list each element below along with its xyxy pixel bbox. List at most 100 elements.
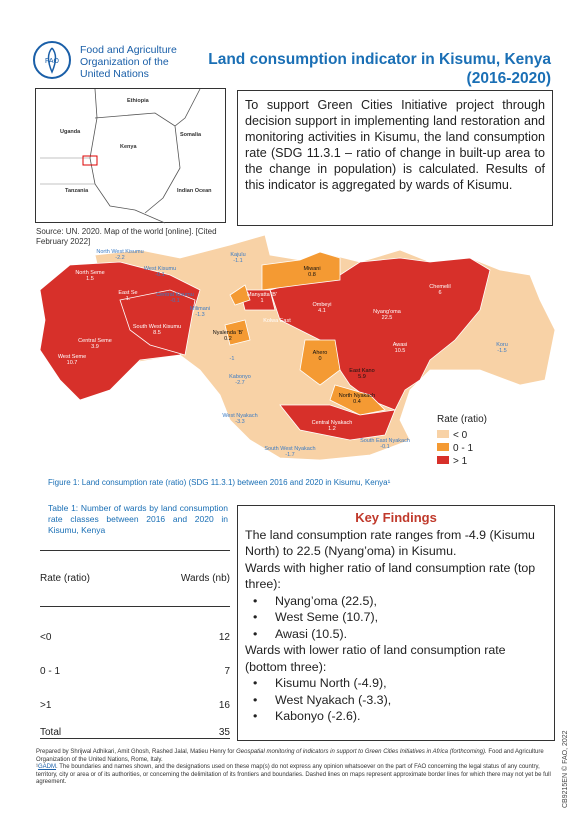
- logo-text: FAO: [45, 58, 60, 65]
- credits-text: Food and Agriculture Organization of the…: [36, 749, 544, 763]
- legend-swatch: [437, 443, 449, 451]
- credits-text: Prepared by Shrijwal Adhikari, Amit Ghos…: [36, 749, 235, 755]
- ward-value: -0.1: [155, 272, 164, 278]
- inset-map: Ethiopia Uganda Kenya Somalia Tanzania I…: [35, 88, 226, 224]
- title-line: (2016-2020): [466, 70, 551, 87]
- figure-caption: Figure 1: Land consumption rate (ratio) …: [48, 478, 391, 487]
- intro-text: To support Green Cities Initiative proje…: [237, 90, 553, 226]
- ward-name: Central Nyakach: [312, 420, 353, 426]
- title: Land consumption indicator in Kisumu, Ke…: [208, 50, 551, 88]
- ward-name: Nyalenda 'B': [213, 330, 244, 336]
- ward-value: 0.4: [353, 399, 361, 405]
- ward-value: -1: [230, 356, 235, 362]
- table-cell: Total: [40, 727, 62, 738]
- ward-value: 10.5: [395, 348, 406, 354]
- ward-value: -0.1: [170, 298, 179, 304]
- ward-value: 1: [260, 298, 263, 304]
- ward-value: 3.9: [91, 344, 99, 350]
- ward-name: Kajulu: [230, 252, 245, 258]
- ward-value: 1.5: [86, 276, 94, 282]
- footnote-link[interactable]: GADM: [38, 764, 56, 771]
- ward-name: West Nyakach: [222, 413, 257, 419]
- ward-value: 1.: [126, 296, 131, 302]
- fao-logo: FAO: [33, 41, 71, 79]
- list-item: West Nyakach (-3.3),: [253, 692, 547, 709]
- finding: Wards with higher ratio of land consumpt…: [245, 560, 536, 592]
- list: Kisumu North (-4.9), West Nyakach (-3.3)…: [245, 675, 547, 725]
- ward-value: 10.7: [67, 360, 78, 366]
- ward-value: 22.5: [382, 315, 393, 321]
- legend-title: Rate (ratio): [437, 414, 487, 425]
- ward-name: South West Kisumu: [133, 324, 181, 330]
- credits: Prepared by Shrijwal Adhikari, Amit Ghos…: [36, 749, 551, 764]
- ward-value: -2.7: [235, 380, 244, 386]
- ward-name: East Se: [118, 290, 137, 296]
- list-item: Awasi (10.5).: [253, 626, 547, 643]
- title-line: Land consumption indicator in Kisumu, Ke…: [208, 51, 551, 68]
- doc-code: CB9215EN © FAO, 2022: [562, 730, 569, 808]
- table-cell: 7: [224, 665, 230, 677]
- footnote-text: . The boundaries and names shown, and th…: [36, 764, 551, 786]
- ward-name: Central Kisumu: [156, 292, 194, 298]
- ward-value: 1.2: [328, 426, 336, 432]
- legend-swatch: [437, 456, 449, 464]
- table-cell: 16: [218, 699, 230, 711]
- ward-name: East Kano: [349, 368, 374, 374]
- ward-value: 4.1: [318, 308, 326, 314]
- legend-label: < 0: [453, 430, 468, 441]
- table-cell: 0 - 1: [40, 665, 61, 677]
- ward-name: North West Kisumu: [96, 249, 143, 255]
- ward-name: West Kisumu: [144, 266, 176, 272]
- ward-name: Ombeyi: [313, 302, 332, 308]
- legend-swatch: [437, 430, 449, 438]
- finding: Wards with lower ratio of land consumpti…: [245, 643, 506, 674]
- source: Source: UN. 2020. Map of the world [onli…: [36, 227, 217, 246]
- table-cell: >1: [40, 699, 52, 711]
- ward-name: West Seme: [58, 354, 86, 360]
- table-header: Wards (nb): [180, 573, 230, 584]
- list-item: Kisumu North (-4.9),: [253, 675, 547, 692]
- legend-label: 0 - 1: [453, 443, 473, 454]
- list-item: Kabonyo (-2.6).: [253, 708, 547, 725]
- footnote: ¹GADM. The boundaries and names shown, a…: [36, 764, 551, 787]
- ward-name: Ahero: [313, 350, 328, 356]
- table-caption: Table 1: Number of wards by land consump…: [48, 503, 228, 535]
- ward-value: -1.3: [195, 312, 204, 318]
- ward-value: -3.3: [235, 419, 244, 425]
- ward-name: South East Nyakach: [360, 438, 410, 444]
- credits-title: Geospatial monitoring of indicators in s…: [236, 749, 487, 755]
- table-cell: 35: [218, 727, 230, 738]
- ward-name: Awasi: [393, 342, 408, 348]
- ward-name: Milimani: [190, 306, 210, 312]
- org-line: United Nations: [80, 68, 149, 80]
- inset-label: Kenya: [120, 144, 137, 150]
- ward-value: 8.5: [153, 330, 161, 336]
- ward-name: North Nyakach: [339, 393, 375, 399]
- ward-name: South West Nyakach: [264, 446, 315, 452]
- org-line: Organization of the: [80, 56, 169, 68]
- ward-value: 0: [318, 356, 321, 362]
- org-name: Food and Agriculture Organization of the…: [80, 44, 177, 80]
- table-cell: 12: [218, 631, 230, 643]
- inset-label: Indian Ocean: [177, 188, 212, 194]
- ward-value: 6: [438, 290, 441, 296]
- ward-name: Chemelil: [429, 284, 450, 290]
- finding: The land consumption rate ranges from -4…: [245, 527, 535, 559]
- ward-name: Nyang'oma: [373, 309, 402, 315]
- legend-label: > 1: [453, 456, 468, 467]
- ward-name: Central Seme: [78, 338, 112, 344]
- ward-value: 0.8: [308, 272, 316, 278]
- ward-value: 5.9: [358, 374, 366, 380]
- inset-label: Somalia: [180, 132, 202, 138]
- ward-name: Manyatta 'B': [247, 292, 277, 298]
- key-findings: Key Findings The land consumption rate r…: [237, 505, 555, 741]
- table-header: Rate (ratio): [40, 573, 91, 584]
- ward-name: Miwani: [303, 266, 320, 272]
- ward-name: Kabonyo: [229, 374, 251, 380]
- footnote-mark: ¹: [36, 764, 38, 771]
- ward-value: -2.2: [115, 255, 124, 261]
- list-item: Nyang’oma (22.5),: [253, 593, 547, 610]
